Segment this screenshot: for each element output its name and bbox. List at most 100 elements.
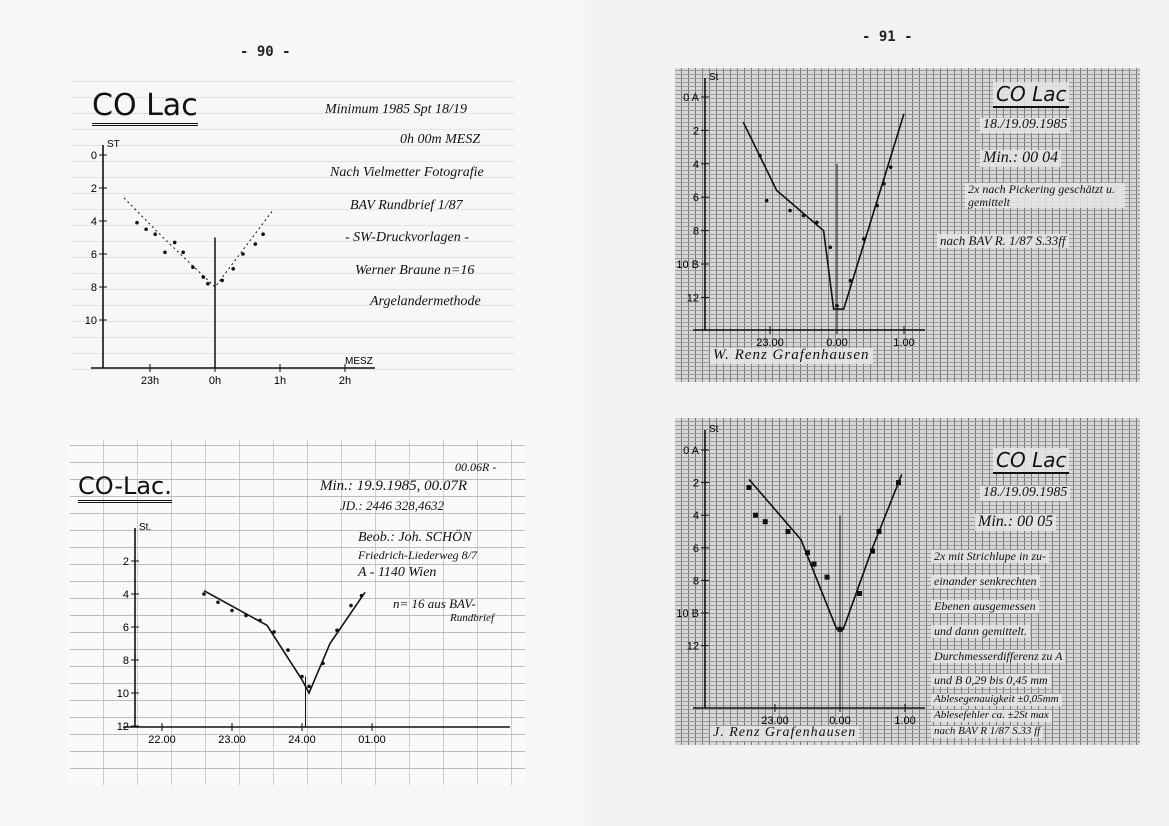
y-tick-label: 4	[123, 589, 129, 601]
x-tick-label: 1.00	[894, 715, 915, 727]
data-point	[321, 661, 325, 666]
data-point	[764, 198, 769, 203]
y-tick-label: 12	[687, 641, 699, 653]
data-point	[882, 182, 886, 186]
y-tick-label: 6	[693, 543, 699, 555]
note: Min.: 00 04	[980, 149, 1062, 167]
data-point	[801, 213, 806, 218]
data-point	[191, 265, 195, 269]
y-tick-label: 8	[693, 226, 699, 238]
note: und B 0,29 bis 0,45 mm	[931, 674, 1051, 687]
data-point	[875, 203, 879, 208]
data-point	[335, 628, 339, 633]
data-point	[241, 252, 245, 256]
y-tick-label: 8	[693, 575, 699, 587]
y-tick-label: 4	[693, 510, 699, 522]
note: 18./19.09.1985	[980, 485, 1071, 501]
note: 0h 00m MESZ	[400, 132, 481, 147]
note: JD.: 2446 328,4632	[340, 498, 444, 513]
y-tick-label: 0 A	[683, 445, 700, 457]
chart-p3: 23.00 0.00 1.00 0 A 2 4 6 8 10 B 12 St	[676, 72, 925, 349]
fit-curve	[203, 589, 366, 695]
x-tick-label: 2h	[339, 375, 351, 385]
data-point	[837, 626, 843, 632]
x-tick-label: 0.00	[829, 715, 850, 727]
note: BAV Rundbrief 1/87	[350, 198, 463, 213]
y-tick-label: 2	[123, 556, 129, 568]
fit-curve	[748, 474, 903, 631]
x-tick-label: 23.00	[761, 715, 789, 727]
data-point	[896, 480, 901, 486]
data-point	[870, 548, 875, 554]
note: 18./19.09.1985	[980, 117, 1071, 133]
data-point	[272, 630, 276, 634]
x-tick-label: 23h	[141, 375, 159, 385]
data-point	[828, 245, 833, 250]
data-point	[805, 550, 810, 556]
note: Durchmesserdifferenz zu A	[931, 650, 1066, 663]
data-point	[762, 519, 768, 525]
x-tick-label: 1h	[274, 375, 286, 385]
data-point	[785, 529, 791, 534]
chart-title: CO-Lac.	[78, 472, 172, 503]
data-point	[244, 613, 248, 618]
chart-panel-2: CO-Lac. 22.00 23.00 24.00 01.00 2 4 6 8 10 12 St. …	[70, 440, 525, 785]
note: Min.: 00 05	[975, 513, 1057, 531]
y-tick-label: 4	[693, 159, 699, 171]
note: Nach Vielmetter Fotografie	[330, 165, 484, 180]
note: Minimum 1985 Spt 18/19	[325, 102, 467, 117]
data-point	[824, 574, 830, 580]
data-point	[286, 648, 290, 652]
data-point	[746, 484, 752, 490]
data-point	[201, 275, 206, 279]
data-point	[253, 242, 258, 246]
note: einander senkrechten	[931, 575, 1040, 588]
note: nach BAV R. 1/87 S.33ff	[937, 234, 1069, 248]
note: und dann gemittelt.	[931, 625, 1030, 638]
y-tick-label: 6	[91, 249, 97, 261]
note: A - 1140 Wien	[358, 565, 437, 580]
data-point	[135, 220, 139, 225]
data-point	[349, 603, 353, 608]
data-point	[258, 618, 262, 623]
y-tick-label: 6	[693, 192, 699, 204]
chart-title: CO Lac	[993, 82, 1070, 108]
data-point	[788, 208, 792, 213]
note: 00.06R -	[455, 460, 497, 474]
data-point	[172, 240, 177, 245]
data-point	[220, 278, 224, 283]
note: Ablesegenauigkeit ±0,05mm	[931, 693, 1062, 706]
y-axis-label: St.	[139, 522, 151, 533]
data-point	[216, 600, 220, 605]
chart-panel-1: CO Lac 23h 0h 1h 2h 0 2 4 6 8 10 ST MESZ Minimum 19…	[70, 80, 515, 385]
y-tick-label: 0 A	[683, 92, 700, 104]
chart-p4: 23.00 0.00 1.00 0 A 2 4 6 8 10 B 12 St	[676, 424, 925, 727]
note: Ebenen ausgemessen	[931, 600, 1039, 613]
y-tick-label: 8	[123, 655, 129, 667]
data-point	[300, 674, 304, 679]
data-point	[181, 250, 185, 255]
note: - SW-Druckvorlagen -	[345, 230, 469, 245]
data-point	[811, 561, 817, 567]
fit-curve	[123, 197, 274, 288]
data-point	[163, 250, 167, 255]
data-point	[206, 281, 210, 286]
data-point	[202, 592, 206, 596]
y-tick-label: 2	[693, 478, 699, 490]
data-point	[144, 227, 148, 232]
fit-curve	[742, 113, 905, 310]
footer-signature: J. Renz Grafenhausen	[710, 725, 860, 741]
x-tick-label: 22.00	[148, 734, 176, 746]
y-tick-label: 10 B	[676, 259, 699, 271]
data-point	[153, 232, 157, 236]
y-tick-label: 0	[91, 150, 97, 162]
x-tick-label: 24.00	[288, 734, 316, 746]
x-tick-label: 0h	[209, 375, 221, 385]
note: Beob.: Joh. SCHÖN	[358, 530, 472, 545]
footer-signature: W. Renz Grafenhausen	[710, 347, 873, 364]
note: 2x mit Strichlupe in zu-	[931, 550, 1049, 563]
page-number: - 90 -	[240, 44, 291, 60]
chart-p2: 22.00 23.00 24.00 01.00 2 4 6 8 10 12 St.	[117, 522, 510, 746]
data-point	[753, 512, 758, 518]
note: 2x nach Pickering geschätzt u. gemittelt	[965, 183, 1125, 209]
